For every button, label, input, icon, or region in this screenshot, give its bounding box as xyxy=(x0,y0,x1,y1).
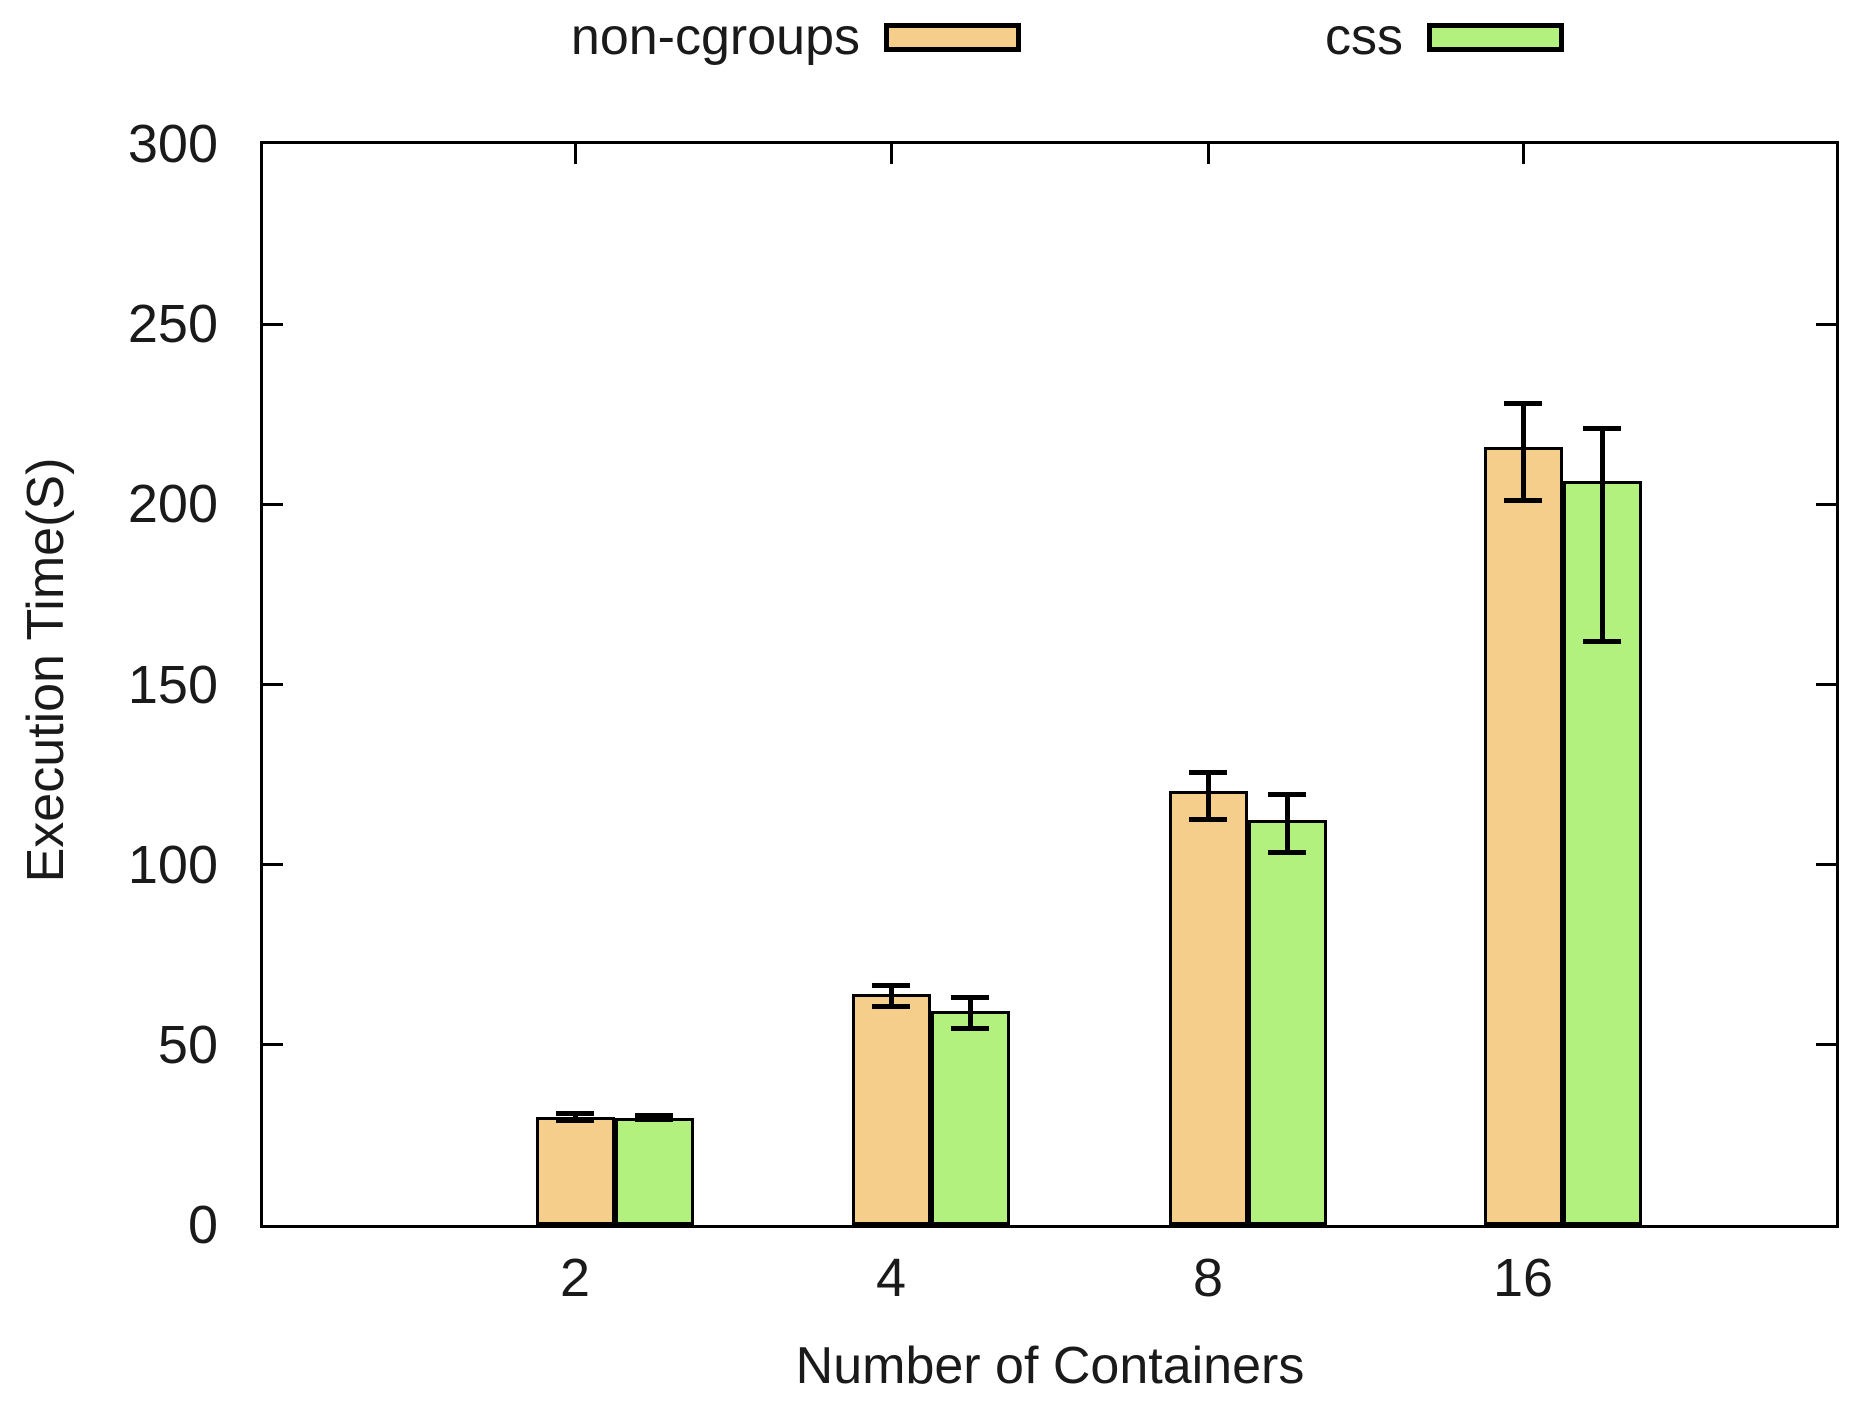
legend-item-non-cgroups: non-cgroups xyxy=(500,8,1021,66)
y-tick-right xyxy=(1816,502,1836,506)
error-bar-cap-top xyxy=(635,1113,673,1119)
x-tick-label: 16 xyxy=(1492,1248,1554,1308)
y-tick-right xyxy=(1816,683,1836,686)
legend-label-css: css xyxy=(1325,8,1403,66)
error-bar-line xyxy=(1520,403,1526,501)
error-bar-cap-top xyxy=(1189,770,1227,776)
error-bar-cap-bottom xyxy=(872,1004,910,1010)
bar-css-8 xyxy=(1248,820,1327,1225)
y-tick-label: 100 xyxy=(127,834,218,895)
x-tick-top xyxy=(1521,144,1525,164)
error-bar-cap-bottom xyxy=(1268,849,1306,855)
error-bar-cap-bottom xyxy=(1583,638,1621,644)
y-tick-label: 200 xyxy=(127,474,218,535)
error-bar-cap-top xyxy=(872,982,910,988)
legend-label-non-cgroups: non-cgroups xyxy=(570,8,860,66)
error-bar-line xyxy=(1205,772,1211,820)
y-tick-label: 150 xyxy=(127,654,218,715)
y-tick-left xyxy=(263,683,283,686)
error-bar-cap-bottom xyxy=(635,1116,673,1122)
bar-non-cgroups-2 xyxy=(536,1117,615,1225)
error-bar-cap-bottom xyxy=(951,1026,989,1032)
bar-non-cgroups-16 xyxy=(1484,447,1563,1225)
error-bar-cap-top xyxy=(1583,426,1621,432)
legend-item-css: css xyxy=(1203,8,1564,66)
error-bar-cap-top xyxy=(556,1110,594,1116)
x-tick-top xyxy=(573,144,577,164)
error-bar-cap-top xyxy=(1268,791,1306,797)
y-tick-left xyxy=(263,502,283,506)
y-tick-right xyxy=(1816,863,1836,867)
bar-non-cgroups-4 xyxy=(852,994,931,1225)
x-axis-title: Number of Containers xyxy=(795,1337,1305,1395)
error-bar-line xyxy=(1284,794,1290,853)
y-tick-label: 0 xyxy=(187,1195,218,1255)
x-tick-top xyxy=(1206,144,1210,164)
y-tick-label: 50 xyxy=(157,1014,218,1075)
error-bar-line xyxy=(1599,428,1605,642)
error-bar-line xyxy=(888,985,894,1007)
x-tick-label: 2 xyxy=(559,1248,591,1308)
legend-swatch-non-cgroups xyxy=(884,22,1021,52)
x-tick-top xyxy=(889,144,893,164)
y-tick-right xyxy=(1816,322,1836,326)
x-tick-label: 8 xyxy=(1192,1248,1224,1308)
y-tick-left xyxy=(263,322,283,326)
x-tick-label: 4 xyxy=(875,1248,907,1308)
error-bar-cap-top xyxy=(1504,400,1542,406)
error-bar-line xyxy=(967,997,973,1029)
y-tick-left xyxy=(263,1043,283,1047)
y-tick-label: 300 xyxy=(127,114,218,174)
bar-css-4 xyxy=(931,1011,1010,1225)
y-tick-left xyxy=(263,863,283,867)
error-bar-cap-bottom xyxy=(1189,817,1227,823)
error-bar-cap-bottom xyxy=(556,1118,594,1123)
error-bar-cap-top xyxy=(951,995,989,1001)
error-bar-cap-bottom xyxy=(1504,498,1542,504)
bar-css-2 xyxy=(615,1118,694,1225)
legend-swatch-css xyxy=(1427,22,1564,52)
y-tick-label: 250 xyxy=(127,294,218,355)
y-tick-right xyxy=(1816,1043,1836,1047)
error-bar-line xyxy=(572,1113,578,1121)
bar-non-cgroups-8 xyxy=(1169,791,1248,1225)
plot-area xyxy=(260,141,1839,1228)
